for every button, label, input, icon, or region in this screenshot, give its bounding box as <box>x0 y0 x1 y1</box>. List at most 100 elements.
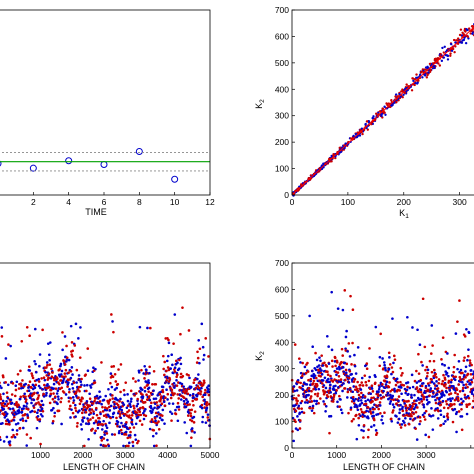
trace-point <box>439 409 442 413</box>
trace-point <box>11 428 15 432</box>
trace-point <box>85 383 89 387</box>
y-tick-label: 0 <box>284 443 289 453</box>
trace-point <box>464 376 467 379</box>
trace-point <box>132 407 136 410</box>
x-tick-label: 12 <box>205 197 215 207</box>
trace-point <box>92 410 95 413</box>
trace-point <box>382 395 386 399</box>
trace-point <box>320 354 323 357</box>
trace-point <box>365 383 368 387</box>
trace-point <box>25 405 28 408</box>
x-tick-label: 5000 <box>201 450 220 460</box>
trace-point <box>351 341 354 345</box>
trace-point <box>320 372 324 376</box>
trace-point <box>430 378 433 381</box>
trace-point <box>162 367 165 371</box>
trace-point <box>81 420 85 423</box>
trace-point <box>463 335 467 338</box>
trace-point <box>67 390 71 394</box>
trace-point <box>359 408 363 411</box>
trace-point <box>456 396 460 400</box>
trace-point <box>28 369 32 372</box>
trace-point <box>448 397 452 401</box>
trace-point <box>24 419 28 423</box>
trace-point <box>80 411 84 415</box>
trace-point <box>149 406 153 410</box>
trace-point <box>4 410 7 414</box>
trace-point <box>363 414 366 418</box>
trace-point <box>422 405 426 409</box>
trace-point <box>161 385 165 389</box>
trace-point <box>67 358 71 362</box>
trace-point <box>49 388 53 392</box>
trace-point <box>206 416 210 419</box>
trace-point <box>349 294 352 298</box>
trace-point <box>190 436 193 439</box>
trace-point <box>81 397 84 400</box>
scatter-point <box>427 71 430 74</box>
trace-point <box>466 385 469 389</box>
trace-point <box>30 401 33 405</box>
trace-point <box>197 391 200 395</box>
k1-k2-fit-line <box>291 26 474 196</box>
trace-point <box>189 385 193 389</box>
trace-point <box>134 422 138 426</box>
trace-point <box>20 384 23 388</box>
trace-point <box>440 382 444 386</box>
trace-point <box>73 403 77 407</box>
trace-point <box>369 392 373 395</box>
trace-point <box>137 379 140 382</box>
trace-point <box>111 394 114 397</box>
trace-point <box>58 375 62 378</box>
time-plot-xlabel: TIME <box>85 207 107 217</box>
trace-point <box>345 362 349 366</box>
trace-point <box>37 394 41 397</box>
trace-point <box>458 299 461 302</box>
trace-point <box>177 405 181 409</box>
trace-point <box>378 355 382 359</box>
trace-point <box>139 413 143 417</box>
trace-point <box>311 369 314 373</box>
trace-point <box>398 411 401 415</box>
trace-point <box>176 361 179 365</box>
trace-point <box>357 416 360 420</box>
trace-point <box>92 412 96 415</box>
trace-point <box>442 415 446 419</box>
trace-point <box>154 411 158 415</box>
trace-point <box>365 367 369 371</box>
trace-point <box>8 423 11 426</box>
trace-point <box>420 360 423 364</box>
trace-point <box>361 396 364 399</box>
trace-point <box>41 403 45 407</box>
scatter-point <box>394 95 397 98</box>
trace-point <box>2 404 6 408</box>
trace-point <box>366 398 370 402</box>
trace-point <box>301 374 304 378</box>
trace-point <box>36 415 40 418</box>
trace-point <box>69 324 73 328</box>
trace-point <box>442 406 446 410</box>
trace-point <box>75 425 79 428</box>
trace-point <box>10 393 14 396</box>
trace-point <box>453 407 457 411</box>
trace-point <box>12 415 16 419</box>
trace-point <box>337 374 341 378</box>
trace-point <box>184 405 188 408</box>
trace-point <box>199 390 203 393</box>
trace-point <box>379 411 382 415</box>
trace-point <box>397 417 401 421</box>
trace-point <box>131 377 135 380</box>
trace-point <box>179 398 183 401</box>
trace-point <box>203 391 207 395</box>
trace-point <box>47 372 51 375</box>
trace-point <box>95 394 99 398</box>
trace-point <box>100 361 103 364</box>
trace-point <box>415 386 419 389</box>
trace-point <box>44 394 48 397</box>
scatter-point <box>467 27 471 30</box>
trace-point <box>145 380 149 384</box>
trace-point <box>162 400 166 403</box>
trace-point <box>84 373 88 376</box>
trace-point <box>77 396 80 399</box>
trace-point <box>78 402 82 406</box>
